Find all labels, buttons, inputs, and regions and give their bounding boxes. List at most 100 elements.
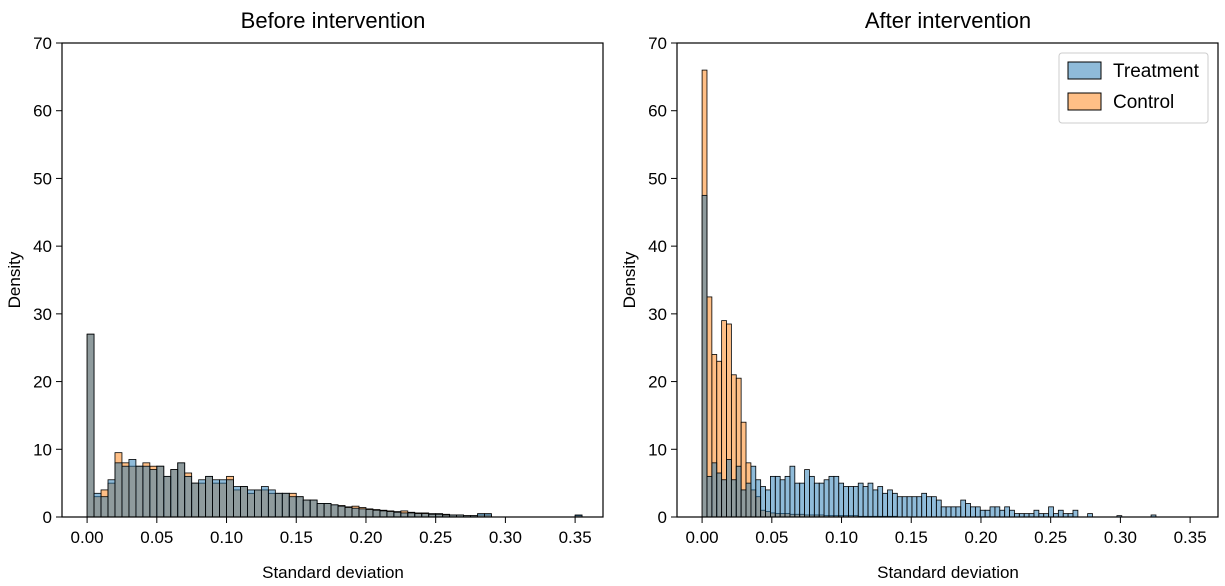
bar-treatment-10 <box>750 465 757 518</box>
bar-treatment-17 <box>205 475 213 518</box>
bar-treatment-1 <box>706 475 713 518</box>
bar-treatment-18 <box>212 479 220 518</box>
bar-treatment-30 <box>295 496 304 518</box>
bar-treatment-1 <box>93 492 102 518</box>
bar-treatment-31 <box>852 486 859 518</box>
bar-treatment-11 <box>163 475 172 518</box>
y-tick-label-6: 60 <box>33 102 52 121</box>
x-tick-label-6: 0.30 <box>1104 528 1137 547</box>
legend-swatch-treatment <box>1067 61 1102 80</box>
bars-after <box>701 69 1157 518</box>
x-tick-label-3: 0.15 <box>280 528 313 547</box>
bar-treatment-34 <box>323 503 332 518</box>
y-tick-label-4: 40 <box>33 237 52 256</box>
bar-treatment-13 <box>177 462 186 518</box>
bar-treatment-37 <box>882 492 888 518</box>
bar-treatment-12 <box>170 469 179 518</box>
x-ticks-after: 0.00 0.05 0.10 0.15 0.20 0.25 0.30 0.35 <box>686 517 1207 547</box>
bar-treatment-4 <box>114 462 123 518</box>
bar-treatment-28 <box>281 492 290 518</box>
bar-treatment-39 <box>892 492 898 518</box>
legend-swatch-control <box>1067 92 1102 111</box>
bar-treatment-35 <box>330 504 339 518</box>
bar-treatment-0 <box>701 194 708 518</box>
bar-treatment-18 <box>789 465 796 518</box>
bar-treatment-52 <box>955 506 962 518</box>
bar-treatment-43 <box>386 511 395 518</box>
x-axis-label-before: Standard deviation <box>262 563 404 582</box>
bar-treatment-60 <box>994 506 1001 518</box>
bar-treatment-24 <box>818 482 825 518</box>
bar-treatment-24 <box>254 489 262 518</box>
y-tick-label-7: 70 <box>33 34 52 53</box>
bar-treatment-9 <box>745 482 752 518</box>
bar-treatment-13 <box>765 489 771 518</box>
bar-treatment-46 <box>926 496 932 518</box>
x-tick-label-4: 0.20 <box>964 528 997 547</box>
chart-title-after: After intervention <box>865 8 1031 33</box>
bar-treatment-51 <box>950 506 957 518</box>
bar-treatment-22 <box>240 486 248 518</box>
y-tick-label-4: 40 <box>648 237 667 256</box>
bar-treatment-30 <box>848 486 854 518</box>
bar-treatment-40 <box>365 509 374 518</box>
bar-treatment-3 <box>107 479 116 518</box>
bar-treatment-57 <box>979 509 986 518</box>
plot-frame-after <box>676 42 1219 518</box>
bar-treatment-27 <box>274 492 283 518</box>
bar-treatment-44 <box>393 511 402 518</box>
bar-treatment-21 <box>804 469 810 518</box>
x-tick-label-0: 0.00 <box>686 528 719 547</box>
bar-treatment-28 <box>838 482 845 518</box>
bar-treatment-38 <box>351 507 360 518</box>
bar-treatment-12 <box>760 486 766 518</box>
bar-treatment-27 <box>833 475 840 518</box>
bar-treatment-33 <box>862 486 869 518</box>
bar-treatment-48 <box>935 499 942 518</box>
bar-treatment-32 <box>309 499 318 518</box>
bar-treatment-26 <box>828 475 835 518</box>
bar-treatment-76 <box>1072 509 1079 518</box>
x-tick-label-3: 0.15 <box>895 528 928 547</box>
bar-treatment-22 <box>809 475 815 518</box>
bar-treatment-2 <box>100 496 109 518</box>
bar-treatment-14 <box>184 475 193 518</box>
bar-treatment-3 <box>716 472 723 518</box>
y-tick-label-0: 0 <box>43 508 52 527</box>
bar-treatment-16 <box>198 479 207 518</box>
y-tick-label-5: 50 <box>33 169 52 188</box>
y-tick-label-6: 60 <box>648 102 667 121</box>
x-tick-label-6: 0.30 <box>489 528 522 547</box>
x-tick-label-4: 0.20 <box>349 528 382 547</box>
bar-treatment-26 <box>267 489 276 518</box>
bar-treatment-59 <box>989 506 996 518</box>
legend: Treatment Control <box>1058 52 1209 124</box>
y-tick-label-1: 10 <box>648 440 667 459</box>
bar-treatment-29 <box>843 486 849 518</box>
bar-treatment-5 <box>121 465 130 518</box>
y-tick-label-7: 70 <box>648 34 667 53</box>
plot-frame-before <box>61 42 604 518</box>
x-tick-label-1: 0.05 <box>140 528 173 547</box>
bar-treatment-31 <box>302 499 311 518</box>
bar-treatment-25 <box>260 486 269 518</box>
bar-treatment-42 <box>379 510 388 518</box>
bar-treatment-7 <box>735 465 742 518</box>
panel-before: Before intervention 0.00 0.05 0.10 0.15 0.20… <box>5 8 604 582</box>
x-ticks-before: 0.00 0.05 0.10 0.15 0.20 0.25 0.30 0.35 <box>71 517 592 547</box>
bar-treatment-62 <box>1004 506 1010 518</box>
bar-treatment-47 <box>931 496 937 518</box>
bar-treatment-20 <box>799 482 805 518</box>
bar-treatment-7 <box>135 465 144 518</box>
bar-treatment-43 <box>911 496 918 518</box>
chart-title-before: Before intervention <box>241 8 426 33</box>
bar-treatment-6 <box>128 459 137 518</box>
bar-treatment-36 <box>337 505 346 518</box>
y-axis-label-after: Density <box>620 251 639 308</box>
y-ticks-after: 0 10 20 30 40 50 60 70 <box>648 34 677 527</box>
y-ticks-before: 0 10 20 30 40 50 60 70 <box>33 34 62 527</box>
y-tick-label-3: 30 <box>33 305 52 324</box>
bar-treatment-6 <box>730 479 737 518</box>
bars-before <box>86 333 583 518</box>
